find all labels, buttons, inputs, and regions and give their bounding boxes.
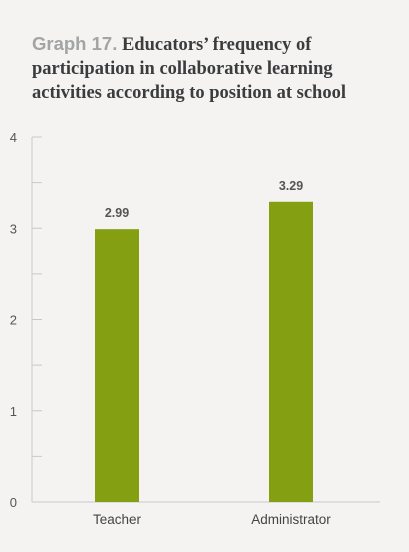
y-tick-label: 2 <box>10 313 17 328</box>
graph-title-text: Educators’ frequency of participation in… <box>32 35 346 103</box>
data-label: 2.99 <box>105 206 129 220</box>
graph-number: Graph 17. <box>32 33 118 54</box>
y-tick-label: 1 <box>10 404 17 419</box>
x-category-label: Teacher <box>93 512 142 527</box>
y-tick-label: 0 <box>10 495 17 510</box>
y-tick-label: 4 <box>10 130 17 145</box>
y-tick-label: 3 <box>10 221 17 236</box>
chart-title: Graph 17. Educators’ frequency of partic… <box>32 32 392 105</box>
chart-axes <box>31 136 380 503</box>
x-category-label: Administrator <box>251 512 331 527</box>
bar <box>95 229 139 502</box>
chart-bars <box>95 201 313 502</box>
data-label: 3.29 <box>279 179 303 193</box>
chart-labels: 0 1 2 3 4 2.99 Teacher 3.29 Administrator <box>10 130 331 527</box>
bar <box>269 201 313 502</box>
